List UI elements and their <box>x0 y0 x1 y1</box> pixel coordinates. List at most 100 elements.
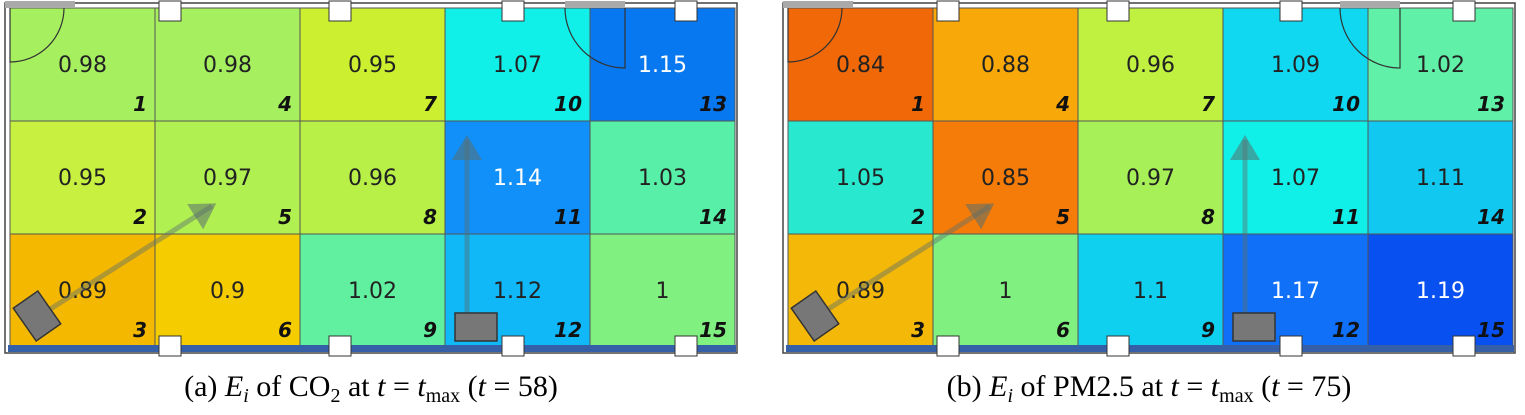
caption-part: 2 <box>330 385 340 407</box>
device <box>454 312 498 342</box>
zone-value: 0.97 <box>203 166 252 191</box>
caption-part: i <box>243 385 249 407</box>
caption-part: t <box>377 370 386 403</box>
zone-id: 15 <box>1477 318 1505 342</box>
zone-id: 11 <box>1332 205 1360 229</box>
zone-value: 1.11 <box>1416 166 1465 191</box>
zone-value: 1.05 <box>836 166 885 191</box>
zone-id: 8 <box>1201 205 1215 229</box>
window <box>674 335 698 357</box>
window <box>501 335 525 357</box>
zone-value: 1.02 <box>1416 53 1465 78</box>
zone-cell <box>932 233 1079 348</box>
window <box>501 0 525 22</box>
zone-value: 0.89 <box>836 279 885 304</box>
caption-part: of CO <box>249 370 331 403</box>
window <box>936 335 960 357</box>
caption-part: of PM2.5 at <box>1013 370 1171 403</box>
zone-cell <box>787 120 934 235</box>
zone-id: 1 <box>911 92 925 116</box>
zone-value: 1.09 <box>1271 53 1320 78</box>
caption-part: ( <box>460 370 478 403</box>
zone-cell <box>154 233 301 348</box>
zone-cell <box>589 233 736 348</box>
zone-cell <box>787 7 934 122</box>
caption-part: = <box>385 370 417 403</box>
zone-id: 2 <box>911 205 925 229</box>
caption-part: (a) <box>184 370 225 403</box>
zone-value: 1.15 <box>638 53 687 78</box>
caption-part: t <box>478 370 487 403</box>
caption-part: = 75) <box>1279 370 1351 403</box>
window <box>1106 335 1130 357</box>
caption-part: = <box>1179 370 1211 403</box>
zone-value: 1.1 <box>1133 279 1168 304</box>
caption-part: t <box>1211 370 1220 403</box>
zone-value: 1 <box>999 279 1013 304</box>
zone-cell <box>932 120 1079 235</box>
wall-strip <box>786 345 1514 352</box>
window <box>328 335 352 357</box>
door-bar <box>1340 1 1400 8</box>
window <box>328 0 352 22</box>
zone-cell <box>9 7 156 122</box>
zone-cell <box>299 120 446 235</box>
zone-id: 10 <box>554 92 582 116</box>
zone-value: 0.98 <box>58 53 107 78</box>
zone-value: 1.12 <box>493 279 542 304</box>
device <box>790 289 840 343</box>
zone-id: 12 <box>554 318 582 342</box>
window <box>1279 335 1303 357</box>
zone-id: 6 <box>278 318 292 342</box>
zone-id: 15 <box>699 318 727 342</box>
panel: 0.9810.9520.8930.9840.9750.960.9570.9681… <box>4 0 738 407</box>
zone-id: 4 <box>277 92 292 116</box>
zone-value: 0.96 <box>1126 53 1175 78</box>
zone-value: 1.07 <box>1271 166 1320 191</box>
window <box>1279 0 1303 22</box>
panel: 0.84 1 1.05 2 0.89 3 0.88 4 0.85 5 1 6 0.96 7 0.97 8 1.1… <box>782 0 1516 407</box>
zone-id: 8 <box>423 205 437 229</box>
door-arc <box>9 7 65 63</box>
zone-cell <box>932 7 1079 122</box>
caption-part: (b) <box>947 370 989 403</box>
zone-id: 4 <box>1055 92 1070 116</box>
caption: (b) Ei of PM2.5 at t = tmax (t = 75) <box>947 370 1352 407</box>
window <box>674 0 698 22</box>
zone-cell <box>1367 233 1514 348</box>
caption-part: max <box>1219 385 1253 407</box>
zone-id: 1 <box>133 92 147 116</box>
zone-id: 3 <box>133 318 147 342</box>
device <box>12 289 62 343</box>
zone-id: 10 <box>1332 92 1360 116</box>
window <box>936 0 960 22</box>
zone-cell <box>1222 7 1369 122</box>
zone-cell <box>1077 233 1224 348</box>
zone-value: 0.96 <box>348 166 397 191</box>
caption: (a) Ei of CO2 at t = tmax (t = 58) <box>184 370 558 407</box>
flow-arrow <box>28 203 217 325</box>
window <box>158 0 182 22</box>
zone-id: 13 <box>1477 92 1505 116</box>
zone-value: 0.97 <box>1126 166 1175 191</box>
caption-part: at <box>340 370 377 403</box>
zone-value: 1.14 <box>493 166 542 191</box>
zone-value: 0.89 <box>58 279 107 304</box>
zone-cell <box>299 7 446 122</box>
zone-id: 13 <box>699 92 727 116</box>
zone-value: 0.98 <box>203 53 252 78</box>
door-bar <box>565 1 625 8</box>
caption-part: max <box>426 385 460 407</box>
flow-arrow <box>806 203 995 325</box>
caption-part: ( <box>1254 370 1272 403</box>
caption-part: i <box>1007 385 1013 407</box>
zone-id: 5 <box>1056 205 1070 229</box>
zone-id: 7 <box>423 92 437 116</box>
zone-id: 7 <box>1201 92 1215 116</box>
caption-part: E <box>988 370 1007 403</box>
zone-value: 0.95 <box>58 166 107 191</box>
door-bar <box>5 1 75 8</box>
zone-value: 0.88 <box>981 53 1030 78</box>
zone-id: 3 <box>911 318 925 342</box>
